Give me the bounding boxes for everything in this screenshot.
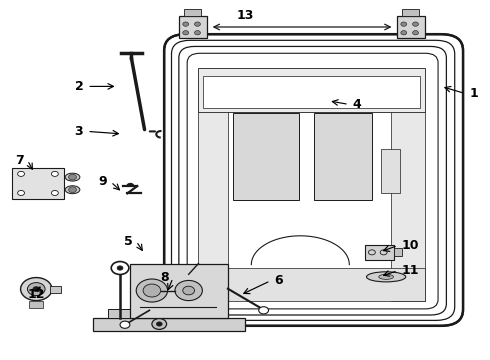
Circle shape [51,190,58,195]
Text: 2: 2 [74,80,83,93]
Circle shape [413,22,418,26]
Bar [184,9,201,16]
Bar [130,264,228,318]
Ellipse shape [65,173,80,181]
Text: 8: 8 [160,271,169,284]
Bar [381,149,400,193]
Circle shape [183,22,189,26]
Text: 6: 6 [274,274,283,287]
Circle shape [120,321,130,328]
Text: 5: 5 [123,235,132,248]
Bar [198,268,425,301]
Circle shape [143,284,161,297]
Circle shape [195,22,200,26]
Ellipse shape [65,186,80,194]
Circle shape [401,22,407,26]
Text: 12: 12 [28,288,46,301]
Bar [198,68,425,112]
Bar [394,248,402,256]
Circle shape [136,279,168,302]
Circle shape [33,287,40,292]
Circle shape [21,278,52,301]
Bar [198,68,425,301]
Bar [314,113,372,200]
Circle shape [69,174,76,180]
Bar [203,76,420,108]
Circle shape [183,286,195,295]
Text: 1: 1 [469,87,478,100]
Circle shape [401,31,407,35]
Bar [397,16,425,38]
Bar [391,112,425,301]
Circle shape [195,31,200,35]
Circle shape [183,31,189,35]
Circle shape [156,322,162,326]
Ellipse shape [367,272,406,282]
Circle shape [175,280,202,301]
Polygon shape [93,318,245,331]
Text: 9: 9 [98,175,107,188]
Bar [12,168,64,199]
Circle shape [152,319,167,329]
Bar [198,112,228,301]
Text: 7: 7 [15,154,24,167]
Circle shape [27,283,45,296]
Ellipse shape [379,274,393,279]
FancyBboxPatch shape [164,34,463,326]
Circle shape [117,266,123,270]
Circle shape [18,171,24,176]
Circle shape [413,31,418,35]
Circle shape [51,171,58,176]
Text: 11: 11 [402,264,419,277]
Text: 13: 13 [236,9,254,22]
Circle shape [69,187,76,193]
Bar [402,9,419,16]
Text: 10: 10 [402,239,419,252]
Bar [233,113,299,200]
Circle shape [111,261,129,274]
Bar [29,301,43,308]
Polygon shape [108,309,132,318]
Text: 3: 3 [74,125,83,138]
Bar [365,245,394,260]
Bar [50,286,61,293]
Circle shape [259,307,269,314]
Circle shape [18,190,24,195]
Text: 4: 4 [353,98,362,111]
Bar [179,16,207,38]
